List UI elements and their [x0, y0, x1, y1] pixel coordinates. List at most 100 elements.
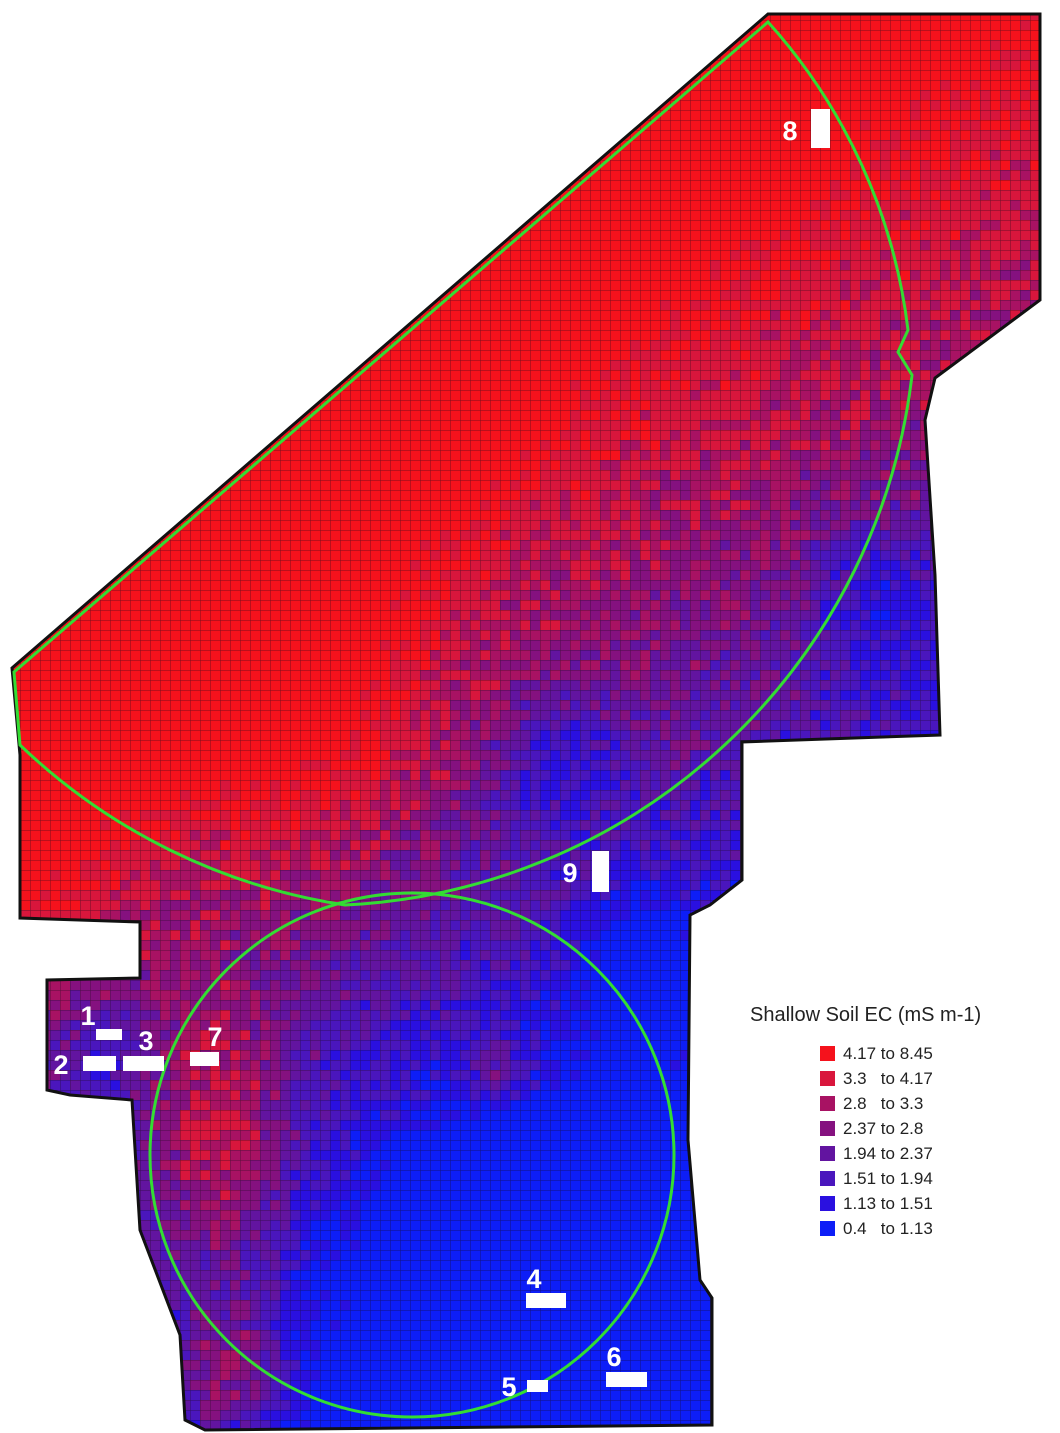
ec-cell	[20, 400, 30, 410]
ec-cell	[620, 14, 630, 20]
ec-cell	[50, 370, 60, 380]
ec-cell	[120, 130, 130, 140]
ec-cell	[340, 340, 350, 350]
ec-cell	[190, 200, 200, 210]
ec-cell	[540, 100, 550, 110]
ec-cell	[120, 170, 130, 180]
ec-cell	[340, 350, 350, 360]
ec-cell	[320, 190, 330, 200]
ec-cell	[410, 80, 420, 90]
ec-cell	[40, 330, 50, 340]
ec-cell	[1040, 400, 1050, 410]
ec-cell	[360, 300, 370, 310]
ec-cell	[150, 40, 160, 50]
ec-cell	[270, 420, 280, 430]
ec-cell	[260, 420, 270, 430]
ec-cell	[230, 240, 240, 250]
ec-cell	[310, 300, 320, 310]
ec-cell	[310, 240, 320, 250]
ec-cell	[40, 100, 50, 110]
ec-cell	[410, 90, 420, 100]
ec-cell	[160, 140, 170, 150]
ec-cell	[200, 270, 210, 280]
ec-cell	[190, 30, 200, 40]
ec-cell	[170, 270, 180, 280]
ec-cell	[360, 140, 370, 150]
ec-cell	[370, 80, 380, 90]
ec-cell	[460, 220, 470, 230]
ec-cell	[90, 270, 100, 280]
ec-cell	[200, 420, 210, 430]
ec-cell	[210, 280, 220, 290]
ec-cell	[970, 440, 980, 450]
ec-cell	[220, 150, 230, 160]
ec-cell	[280, 20, 290, 30]
ec-cell	[30, 130, 40, 140]
ec-cell	[440, 130, 450, 140]
ec-cell	[1010, 360, 1020, 370]
ec-cell	[80, 70, 90, 80]
ec-cell	[290, 40, 300, 50]
ec-cell	[300, 90, 310, 100]
ec-cell	[140, 100, 150, 110]
ec-cell	[270, 200, 280, 210]
ec-cell	[230, 440, 240, 450]
ec-cell	[270, 100, 280, 110]
ec-cell	[440, 50, 450, 60]
ec-cell	[30, 30, 40, 40]
ec-cell	[40, 280, 50, 290]
ec-cell	[70, 210, 80, 220]
ec-cell	[120, 150, 130, 160]
ec-cell	[12, 90, 20, 100]
ec-cell	[240, 240, 250, 250]
ec-cell	[140, 480, 150, 490]
ec-cell	[400, 30, 410, 40]
ec-cell	[190, 220, 200, 230]
ec-cell	[260, 60, 270, 70]
ec-cell	[430, 210, 440, 220]
ec-cell	[430, 130, 440, 140]
ec-cell	[270, 270, 280, 280]
ec-cell	[20, 390, 30, 400]
ec-cell	[180, 80, 190, 90]
ec-cell	[260, 310, 270, 320]
ec-cell	[110, 330, 120, 340]
ec-cell	[170, 170, 180, 180]
ec-cell	[160, 300, 170, 310]
ec-cell	[260, 300, 270, 310]
ec-cell	[220, 60, 230, 70]
ec-cell	[190, 300, 200, 310]
ec-cell	[250, 90, 260, 100]
ec-cell	[240, 150, 250, 160]
ec-cell	[50, 350, 60, 360]
ec-cell	[420, 270, 430, 280]
ec-cell	[240, 20, 250, 30]
ec-cell	[12, 450, 20, 460]
ec-cell	[230, 270, 240, 280]
ec-cell	[370, 60, 380, 70]
ec-cell	[270, 300, 280, 310]
ec-cell	[260, 30, 270, 40]
ec-cell	[60, 430, 70, 440]
ec-cell	[950, 390, 960, 400]
ec-cell	[240, 330, 250, 340]
ec-cell	[560, 160, 570, 170]
ec-cell	[320, 290, 330, 300]
ec-cell	[12, 350, 20, 360]
ec-cell	[290, 20, 300, 30]
ec-cell	[160, 50, 170, 60]
ec-cell	[210, 80, 220, 90]
ec-cell	[170, 310, 180, 320]
ec-cell	[130, 370, 140, 380]
ec-cell	[290, 130, 300, 140]
ec-cell	[200, 430, 210, 440]
ec-cell	[510, 80, 520, 90]
ec-cell	[390, 270, 400, 280]
ec-cell	[80, 400, 90, 410]
ec-cell	[460, 20, 470, 30]
ec-cell	[210, 110, 220, 120]
ec-cell	[40, 200, 50, 210]
ec-cell	[520, 30, 530, 40]
ec-cell	[1040, 310, 1050, 320]
ec-cell	[20, 430, 30, 440]
